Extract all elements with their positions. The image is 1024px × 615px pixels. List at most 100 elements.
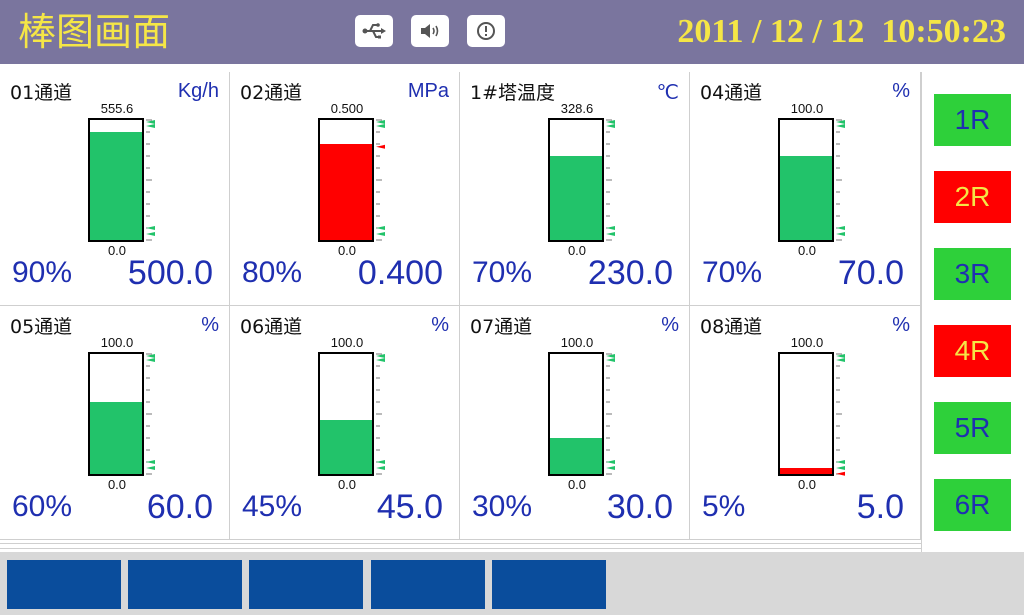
relay-4r-button[interactable]: 4R — [934, 325, 1011, 377]
channel-panel-6[interactable]: 06通道 % 100.0 0.0 45% 45.0 — [230, 306, 460, 540]
alarm-marker — [376, 466, 385, 470]
channel-panel-4[interactable]: 04通道 % 100.0 0.0 70% 70.0 — [690, 72, 921, 306]
scale-max: 100.0 — [100, 335, 134, 350]
footer-bar — [0, 552, 1024, 615]
alarm-marker — [606, 354, 615, 358]
value-readout: 70.0 — [837, 254, 904, 292]
relay-panel: 1R 2R 3R 4R 5R 6R — [921, 72, 1024, 552]
channel-unit: ℃ — [656, 82, 679, 104]
scale-min: 0.0 — [797, 243, 817, 258]
alarm-marker-active — [376, 144, 385, 149]
channel-unit: Kg/h — [177, 80, 219, 102]
percent-readout: 30% — [472, 490, 533, 523]
channel-name: 1#塔温度 — [470, 82, 556, 104]
relay-5r-button[interactable]: 5R — [934, 402, 1011, 454]
function-button-2[interactable] — [128, 560, 242, 609]
alarm-marker — [376, 226, 385, 230]
bar-fill — [320, 420, 372, 474]
bar-fill — [780, 156, 832, 240]
divider — [0, 543, 921, 544]
percent-readout: 90% — [12, 256, 73, 289]
function-button-4[interactable] — [371, 560, 485, 609]
alarm-marker — [146, 466, 155, 470]
channel-panel-3[interactable]: 1#塔温度 ℃ 328.6 0.0 70% 230.0 — [460, 72, 690, 306]
alarm-marker — [606, 460, 615, 464]
channel-unit: % — [892, 80, 910, 102]
bar-gauge — [88, 352, 144, 476]
scale-max: 0.500 — [330, 101, 364, 116]
alarm-marker — [376, 124, 385, 128]
relay-1r-button[interactable]: 1R — [934, 94, 1011, 146]
datetime-display: 2011 / 12 / 12 10:50:23 — [677, 13, 1006, 50]
alarm-marker — [376, 232, 385, 236]
value-readout: 500.0 — [127, 254, 213, 292]
function-button-3[interactable] — [249, 560, 363, 609]
bar-gauge — [318, 352, 374, 476]
bar-gauge — [318, 118, 374, 242]
channel-name: 05通道 — [10, 316, 73, 338]
bar-gauge — [88, 118, 144, 242]
channel-unit: % — [201, 314, 219, 336]
alarm-marker — [606, 466, 615, 470]
channel-name: 07通道 — [470, 316, 533, 338]
percent-readout: 45% — [242, 490, 303, 523]
header-bar: 棒图画面 2011 / 12 / 12 10:50:23 — [0, 0, 1024, 64]
relay-3r-button[interactable]: 3R — [934, 248, 1011, 300]
alarm-marker — [606, 232, 615, 236]
bar-fill — [90, 402, 142, 474]
value-readout: 45.0 — [376, 488, 443, 526]
alarm-marker — [836, 120, 845, 124]
percent-readout: 80% — [242, 256, 303, 289]
alarm-marker — [606, 358, 615, 362]
channel-panel-5[interactable]: 05通道 % 100.0 0.0 60% 60.0 — [0, 306, 230, 540]
bar-fill — [550, 438, 602, 474]
scale-max: 100.0 — [560, 335, 594, 350]
alarm-marker — [146, 460, 155, 464]
scale-min: 0.0 — [337, 243, 357, 258]
channel-name: 06通道 — [240, 316, 303, 338]
percent-readout: 60% — [12, 490, 73, 523]
function-button-1[interactable] — [7, 560, 121, 609]
scale-ticks — [146, 353, 155, 475]
alarm-marker — [836, 466, 845, 470]
scale-min: 0.0 — [567, 477, 587, 492]
scale-max: 100.0 — [790, 335, 824, 350]
percent-readout: 70% — [472, 256, 533, 289]
alarm-marker — [836, 232, 845, 236]
value-readout: 30.0 — [606, 488, 673, 526]
channel-unit: % — [892, 314, 910, 336]
scale-ticks — [606, 119, 615, 241]
scale-min: 0.0 — [797, 477, 817, 492]
channel-panel-2[interactable]: 02通道 MPa 0.500 0.0 80% 0.400 — [230, 72, 460, 306]
channel-panel-7[interactable]: 07通道 % 100.0 0.0 30% 30.0 — [460, 306, 690, 540]
channel-panel-1[interactable]: 01通道 Kg/h 555.6 0.0 90% 500.0 — [0, 72, 230, 306]
value-readout: 0.400 — [357, 254, 443, 292]
divider — [0, 548, 921, 549]
relay-6r-button[interactable]: 6R — [934, 479, 1011, 531]
function-button-5[interactable] — [492, 560, 606, 609]
channel-name: 02通道 — [240, 82, 303, 104]
alarm-marker — [836, 358, 845, 362]
alarm-marker — [376, 354, 385, 358]
alarm-marker — [836, 124, 845, 128]
usb-icon[interactable] — [355, 15, 393, 47]
bar-fill — [90, 132, 142, 240]
alarm-marker-active — [836, 471, 845, 476]
value-readout: 60.0 — [146, 488, 213, 526]
bar-gauge — [778, 118, 834, 242]
alarm-marker — [836, 354, 845, 358]
scale-max: 555.6 — [100, 101, 134, 116]
alert-icon[interactable] — [467, 15, 505, 47]
relay-2r-button[interactable]: 2R — [934, 171, 1011, 223]
alarm-marker — [376, 120, 385, 124]
channel-unit: MPa — [407, 80, 449, 102]
channel-panel-8[interactable]: 08通道 % 100.0 0.0 5% 5.0 — [690, 306, 921, 540]
scale-ticks — [376, 353, 385, 475]
alarm-marker — [146, 354, 155, 358]
alarm-marker — [606, 226, 615, 230]
page-title: 棒图画面 — [18, 10, 171, 54]
value-readout: 5.0 — [856, 488, 904, 526]
scale-min: 0.0 — [567, 243, 587, 258]
bar-fill — [780, 468, 832, 474]
speaker-icon[interactable] — [411, 15, 449, 47]
